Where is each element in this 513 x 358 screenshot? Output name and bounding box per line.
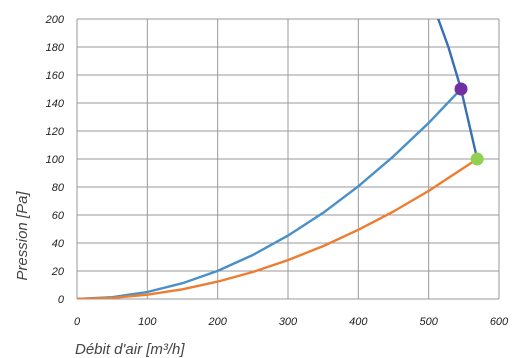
x-tick-label: 200 — [207, 316, 227, 328]
y-tick-label: 20 — [51, 266, 65, 278]
operating-point-2 — [470, 152, 484, 166]
series-lines — [77, 19, 479, 299]
y-tick-label: 0 — [58, 294, 65, 306]
y-tick-label: 120 — [46, 126, 65, 138]
y-tick-label: 160 — [46, 70, 65, 82]
x-tick-label: 100 — [138, 316, 157, 328]
x-tick-label: 600 — [490, 316, 509, 328]
series-line-2 — [77, 157, 479, 299]
x-tick-label: 400 — [349, 316, 368, 328]
operating-point-1 — [454, 82, 468, 96]
y-tick-label: 40 — [52, 238, 65, 250]
grid — [76, 18, 500, 300]
y-tick-label: 100 — [46, 154, 65, 166]
operating-points — [454, 82, 484, 166]
y-tick-label: 140 — [46, 98, 65, 110]
y-tick-label: 180 — [46, 42, 65, 54]
x-tick-labels: 0 100 200 300 400 500 600 — [74, 316, 509, 328]
series-line-3 — [436, 19, 479, 161]
x-axis-label: Débit d'air [m³/h] — [75, 341, 185, 358]
y-tick-labels: 0 20 40 60 80 100 120 140 160 180 200 — [45, 14, 65, 306]
y-tick-label: 200 — [45, 14, 65, 26]
y-tick-label: 80 — [52, 182, 65, 194]
series-line-1 — [77, 87, 463, 299]
y-tick-label: 60 — [52, 210, 65, 222]
x-tick-label: 0 — [74, 316, 81, 328]
x-tick-label: 300 — [279, 316, 298, 328]
x-tick-label: 500 — [419, 316, 438, 328]
y-axis-label: Pression [Pa] — [14, 191, 31, 281]
